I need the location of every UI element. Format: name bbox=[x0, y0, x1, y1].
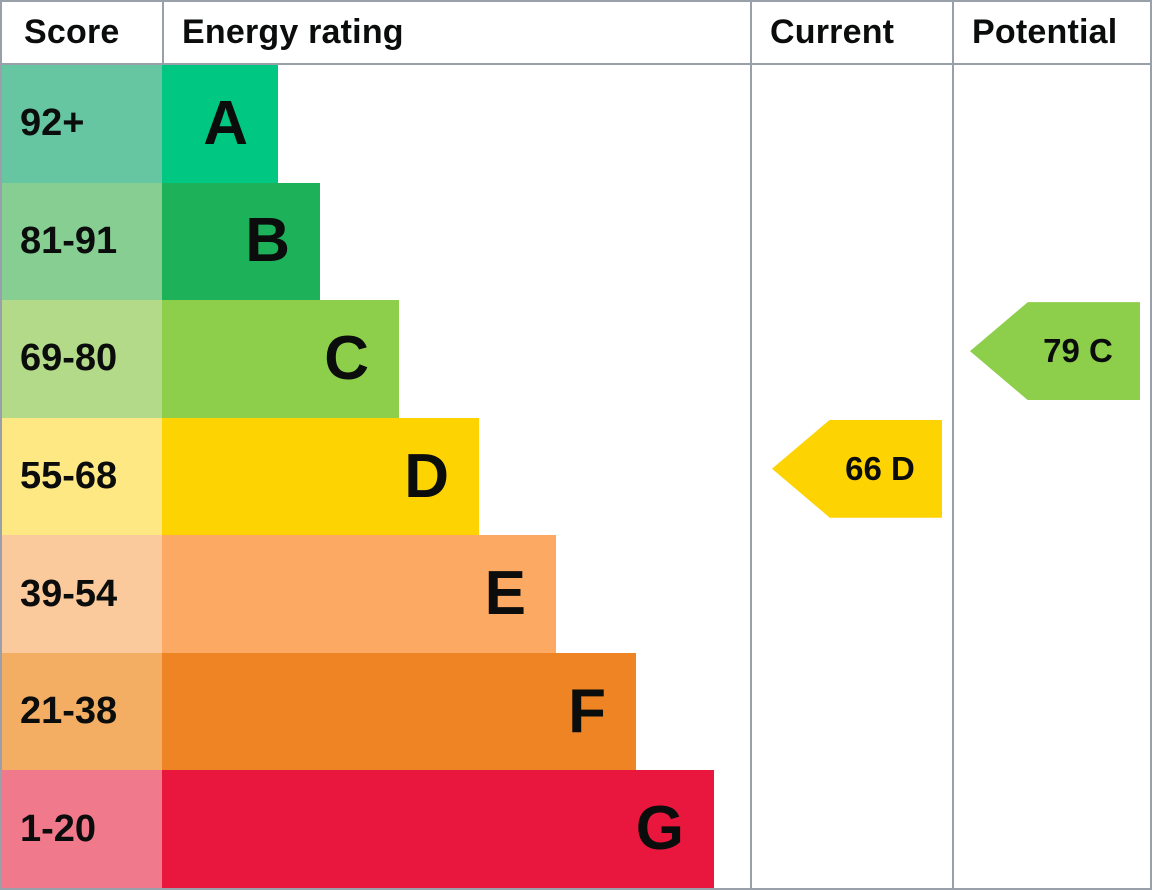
header-energy-rating: Energy rating bbox=[162, 2, 750, 65]
score-range-f: 21-38 bbox=[2, 652, 162, 771]
score-range-b: 81-91 bbox=[2, 182, 162, 301]
score-range-c: 69-80 bbox=[2, 300, 162, 418]
current-column-cell bbox=[750, 652, 952, 771]
band-letter-e: E bbox=[484, 559, 526, 629]
potential-column-cell: 79 C bbox=[952, 300, 1150, 418]
band-bar-d: D bbox=[162, 417, 479, 536]
band-row-a: 92+ A bbox=[2, 65, 1150, 183]
header-row: Score Energy rating Current Potential bbox=[2, 2, 1150, 65]
band-row-e: 39-54 E bbox=[2, 535, 1150, 653]
energy-bar-cell-g: G bbox=[162, 770, 750, 889]
current-column-cell: 66 D bbox=[750, 417, 952, 536]
current-column-cell bbox=[750, 535, 952, 653]
band-letter-d: D bbox=[404, 441, 449, 511]
energy-bar-cell-c: C bbox=[162, 300, 750, 418]
score-range-d: 55-68 bbox=[2, 417, 162, 536]
header-current: Current bbox=[750, 2, 952, 65]
band-bar-a: A bbox=[162, 65, 278, 183]
potential-column-cell bbox=[952, 65, 1150, 183]
band-row-f: 21-38 F bbox=[2, 652, 1150, 771]
score-range-g: 1-20 bbox=[2, 770, 162, 889]
band-row-b: 81-91 B bbox=[2, 182, 1150, 301]
current-column-cell bbox=[750, 300, 952, 418]
current-column-cell bbox=[750, 182, 952, 301]
band-letter-g: G bbox=[635, 794, 684, 864]
band-row-d: 55-68 D 66 D bbox=[2, 417, 1150, 536]
score-range-e: 39-54 bbox=[2, 535, 162, 653]
band-letter-f: F bbox=[568, 676, 606, 746]
band-bar-e: E bbox=[162, 535, 556, 653]
band-letter-a: A bbox=[203, 88, 248, 158]
current-rating-arrow: 66 D bbox=[772, 419, 942, 518]
potential-column-cell bbox=[952, 417, 1150, 536]
header-potential: Potential bbox=[952, 2, 1150, 65]
band-row-c: 69-80 C 79 C bbox=[2, 300, 1150, 418]
potential-rating-arrow: 79 C bbox=[970, 302, 1140, 401]
potential-column-cell bbox=[952, 770, 1150, 889]
band-letter-b: B bbox=[245, 206, 290, 276]
energy-bar-cell-d: D bbox=[162, 417, 750, 536]
band-row-g: 1-20 G bbox=[2, 770, 1150, 889]
energy-bar-cell-a: A bbox=[162, 65, 750, 183]
current-column-cell bbox=[750, 65, 952, 183]
potential-column-cell bbox=[952, 535, 1150, 653]
current-column-cell bbox=[750, 770, 952, 889]
header-score: Score bbox=[2, 2, 162, 65]
band-bar-b: B bbox=[162, 182, 320, 301]
band-bar-f: F bbox=[162, 652, 636, 771]
band-letter-c: C bbox=[324, 323, 369, 393]
potential-column-cell bbox=[952, 182, 1150, 301]
energy-bar-cell-b: B bbox=[162, 182, 750, 301]
potential-column-cell bbox=[952, 652, 1150, 771]
energy-bar-cell-e: E bbox=[162, 535, 750, 653]
score-range-a: 92+ bbox=[2, 65, 162, 183]
band-bar-g: G bbox=[162, 770, 714, 889]
band-bar-c: C bbox=[162, 300, 399, 418]
energy-bar-cell-f: F bbox=[162, 652, 750, 771]
